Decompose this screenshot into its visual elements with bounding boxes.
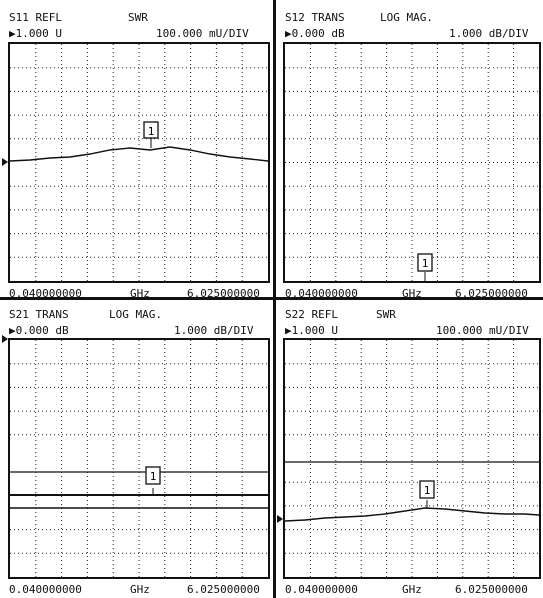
scale-label: 100.000 mU/DIV: [436, 324, 529, 337]
grid-lines: 1: [10, 44, 268, 281]
reference-value: ▶1.000 U: [285, 324, 338, 337]
format-label: LOG MAG.: [380, 11, 433, 24]
frequency-unit: GHz: [130, 583, 150, 596]
grid-lines: 1: [285, 44, 539, 281]
frequency-unit: GHz: [130, 287, 150, 300]
start-frequency: 0.040000000: [9, 287, 82, 300]
format-label: SWR: [376, 308, 396, 321]
format-label: SWR: [128, 11, 148, 24]
start-frequency: 0.040000000: [285, 287, 358, 300]
marker-box: [419, 480, 435, 499]
marker-label: 1: [148, 125, 155, 138]
marker-box: [417, 253, 433, 272]
format-label: LOG MAG.: [109, 308, 162, 321]
reference-arrow-icon: [2, 158, 8, 166]
param-label: S22 REFL: [285, 308, 338, 321]
grid-lines: 1: [10, 340, 268, 577]
reference-arrow-icon: [277, 515, 283, 523]
frequency-unit: GHz: [402, 583, 422, 596]
start-frequency: 0.040000000: [285, 583, 358, 596]
scale-label: 1.000 dB/DIV: [449, 27, 529, 40]
trace-grid[interactable]: 1: [8, 42, 270, 283]
param-label: S12 TRANS: [285, 11, 345, 24]
reference-value: ▶0.000 dB: [285, 27, 345, 40]
trace-grid[interactable]: 1: [283, 338, 541, 579]
reference-value: ▶0.000 dB: [9, 324, 69, 337]
marker-box: [145, 466, 161, 485]
frequency-unit: GHz: [402, 287, 422, 300]
reference-value: ▶1.000 U: [9, 27, 62, 40]
start-frequency: 0.040000000: [9, 583, 82, 596]
marker-label: 1: [424, 484, 431, 497]
s22-trace: [285, 507, 539, 522]
trace-grid[interactable]: 1: [8, 338, 270, 579]
horizontal-divider: [0, 297, 543, 300]
s11-trace: [10, 146, 268, 162]
param-label: S21 TRANS: [9, 308, 69, 321]
param-label: S11 REFL: [9, 11, 62, 24]
marker-label: 1: [422, 257, 429, 270]
stop-frequency: 6.025000000: [187, 287, 260, 300]
stop-frequency: 6.025000000: [187, 583, 260, 596]
grid-lines: 1: [285, 340, 539, 577]
scale-label: 100.000 mU/DIV: [156, 27, 249, 40]
stop-frequency: 6.025000000: [455, 583, 528, 596]
trace-grid[interactable]: 1: [283, 42, 541, 283]
scale-label: 1.000 dB/DIV: [174, 324, 254, 337]
marker-box: [143, 121, 159, 139]
reference-arrow-icon: [2, 335, 8, 343]
marker-label: 1: [150, 470, 157, 483]
stop-frequency: 6.025000000: [455, 287, 528, 300]
